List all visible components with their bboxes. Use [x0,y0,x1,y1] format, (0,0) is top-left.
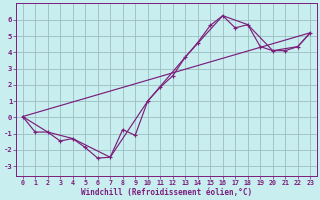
X-axis label: Windchill (Refroidissement éolien,°C): Windchill (Refroidissement éolien,°C) [81,188,252,197]
